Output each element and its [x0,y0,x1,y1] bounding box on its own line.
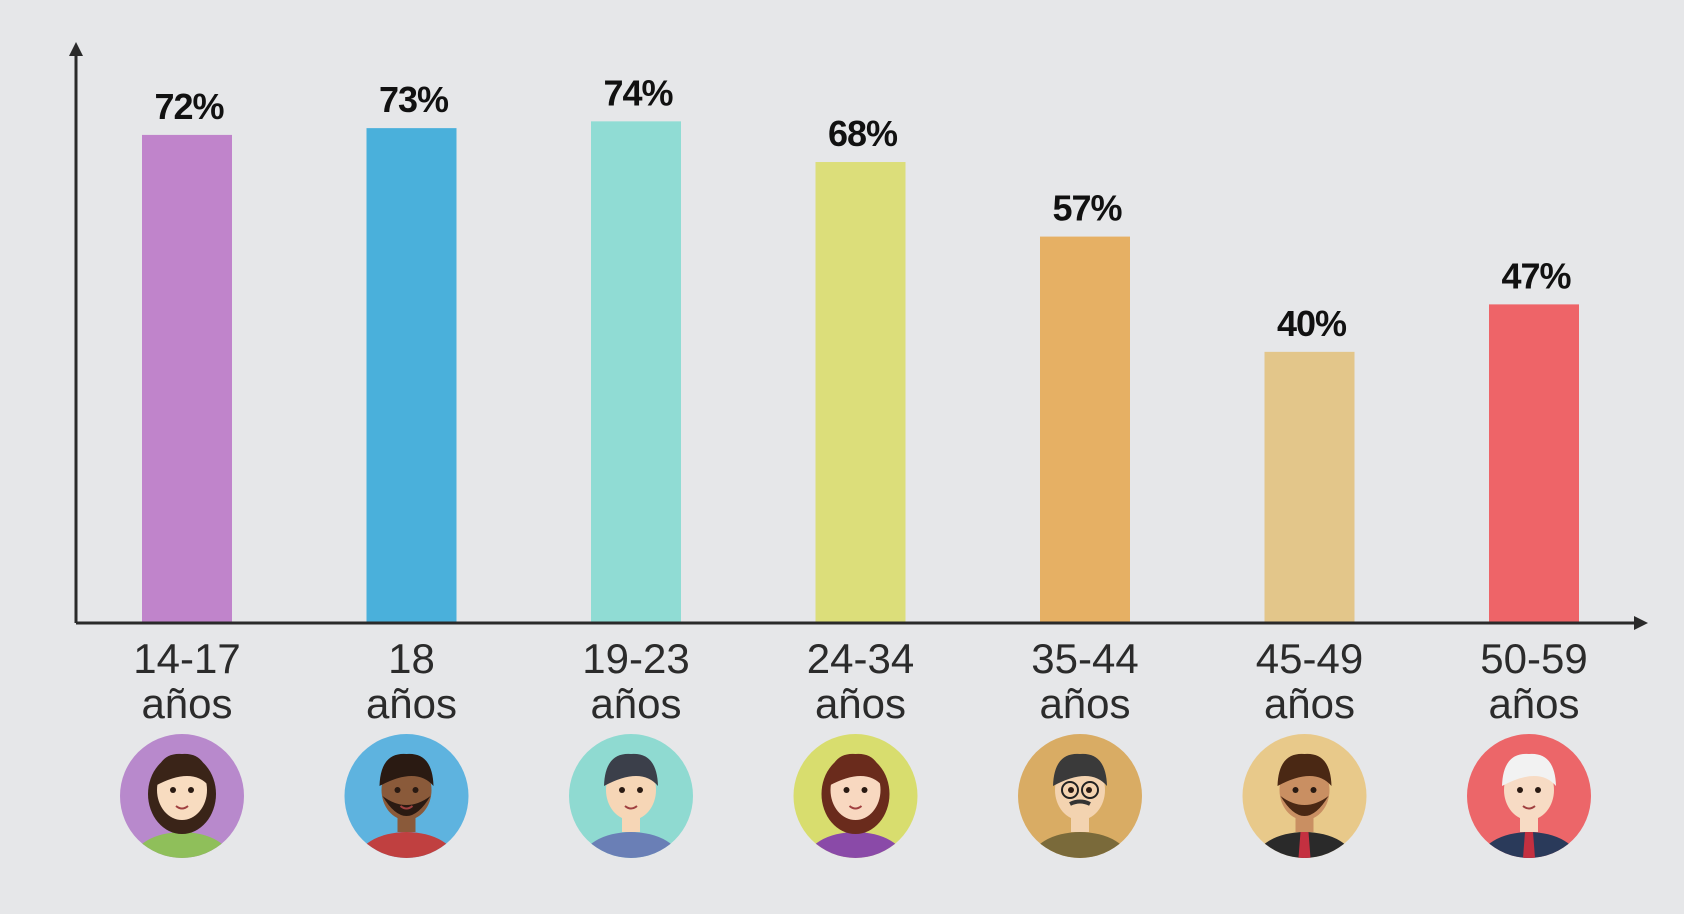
x-tick-label-unit: años [1488,680,1579,727]
bar-45-49 [1264,351,1355,623]
bar-19-23 [591,121,681,623]
value-labels-group: 72% 73% 74% 68% 57% 40% 47% [154,72,1572,344]
young-man-shirt-avatar-icon [569,734,693,858]
girl-braid-avatar-icon [120,734,244,858]
bar-50-59 [1489,304,1579,623]
x-tick-label-range: 14-17 [133,635,240,682]
x-tick-label-unit: años [815,680,906,727]
woman-curly-hair-avatar-icon [793,734,918,858]
x-tick-label-range: 24-34 [807,635,914,682]
young-man-headphones-avatar-icon [344,734,469,858]
x-tick-label-range: 45-49 [1256,635,1363,682]
data-label: 74% [603,72,673,113]
data-label: 57% [1052,188,1122,229]
x-tick-label-unit: años [141,680,232,727]
y-axis-arrow-icon [69,42,83,56]
x-tick-label-range: 50-59 [1480,635,1587,682]
elderly-man-avatar-icon [1467,734,1591,858]
data-label: 40% [1277,303,1347,344]
x-tick-label-range: 19-23 [582,635,689,682]
bar-18 [366,128,457,623]
x-tick-label-unit: años [366,680,457,727]
bars-group [142,121,1579,623]
data-label: 73% [379,79,449,120]
data-label: 72% [154,86,224,127]
bearded-man-avatar-icon [1242,734,1367,858]
bar-24-34 [815,162,906,623]
bar-14-17 [142,134,232,623]
data-label: 68% [828,113,898,154]
x-tick-label-unit: años [1264,680,1355,727]
bar-35-44 [1040,236,1130,623]
avatars-group [120,734,1591,858]
x-tick-labels-group: 14-17años18años19-23años24-34años35-44añ… [133,635,1587,727]
x-axis-arrow-icon [1634,616,1648,630]
x-tick-label-unit: años [1039,680,1130,727]
man-glasses-mustache-avatar-icon [1018,734,1142,858]
data-label: 47% [1501,255,1571,296]
x-tick-label-unit: años [590,680,681,727]
x-tick-label-range: 35-44 [1031,635,1138,682]
axes-group [69,42,1648,630]
x-tick-label-range: 18 [388,635,435,682]
